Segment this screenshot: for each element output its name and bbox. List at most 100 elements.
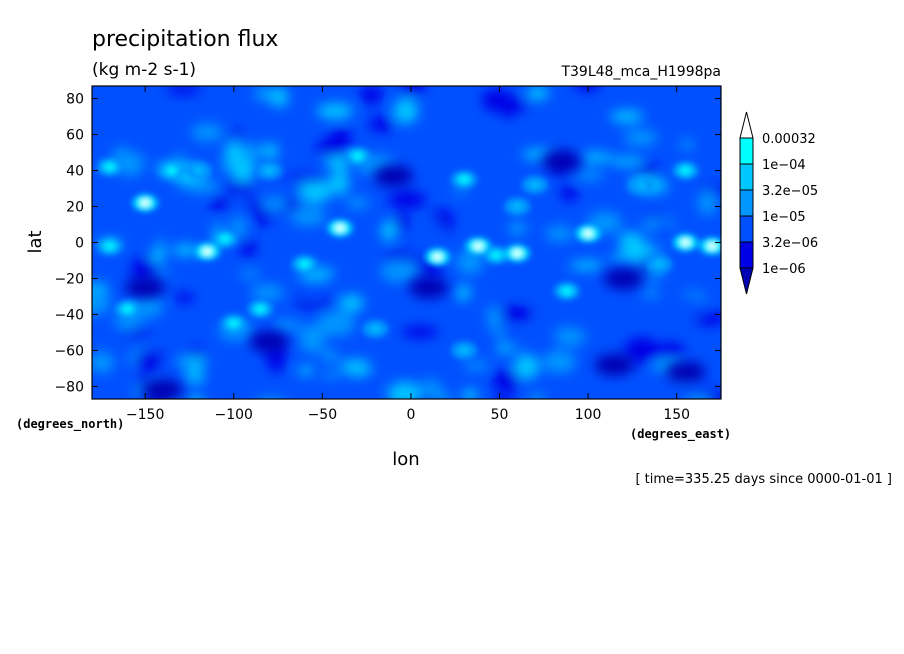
field-blob: [554, 327, 587, 346]
field-blob: [92, 289, 111, 315]
field-blob: [396, 371, 425, 387]
precip-hotspot: [451, 170, 478, 189]
precip-hotspot: [132, 193, 159, 212]
field-blob: [185, 179, 220, 194]
precip-hotspot: [699, 237, 721, 256]
field-blob: [690, 139, 709, 153]
y-axis-label: lat: [25, 230, 46, 253]
chart-title: precipitation flux: [92, 27, 278, 52]
precip-hotspot: [645, 255, 672, 274]
colorbar: 0.00032 1e−04 3.2e−05 1e−05 3.2e−06 1e−06: [739, 111, 818, 295]
field-blob: [383, 251, 414, 261]
precip-hotspot: [521, 175, 548, 194]
precip-hotspot: [211, 229, 238, 248]
field-blob: [316, 103, 354, 119]
field-blob: [114, 312, 142, 331]
dry-patch: [142, 379, 183, 399]
field-blob: [653, 221, 673, 240]
field-blob: [161, 143, 181, 152]
plot-area: [92, 86, 721, 399]
field-blob: [268, 89, 284, 104]
field-blob: [359, 86, 384, 104]
field-blob: [481, 88, 512, 112]
field-blob: [391, 214, 410, 231]
field-blob: [527, 86, 549, 100]
field-blob: [172, 244, 199, 256]
field-blob: [545, 226, 574, 242]
field-blob: [388, 190, 426, 209]
time-label: [ time=335.25 days since 0000-01-01 ]: [635, 472, 892, 487]
y-tick-label: 20: [66, 200, 84, 216]
dry-patch: [665, 361, 706, 384]
precip-hotspot: [220, 314, 247, 333]
field-blob: [513, 284, 547, 298]
y-tick-label: −80: [54, 379, 84, 395]
field-blob: [132, 293, 163, 319]
x-tick-label: 150: [663, 407, 690, 423]
field-blob: [339, 294, 364, 312]
x-tick-label: 50: [491, 407, 509, 423]
field-blob: [142, 140, 166, 164]
field-blob: [456, 284, 471, 301]
precip-hotspot: [628, 175, 655, 194]
precip-hotspot: [482, 246, 509, 265]
field-blob: [701, 254, 721, 278]
field-blob: [560, 184, 579, 202]
field-blob: [102, 383, 122, 399]
precip-hotspot: [194, 242, 221, 261]
field-blob: [299, 328, 326, 353]
field-blob: [575, 86, 600, 92]
field-blob: [298, 179, 332, 204]
precip-hotspot: [451, 341, 478, 360]
colorbar-swatch: [739, 163, 754, 191]
field-blob: [673, 295, 705, 317]
field-blob: [492, 369, 521, 392]
field-blob: [623, 129, 658, 146]
colorbar-swatch: [739, 215, 754, 243]
field-blob: [569, 260, 604, 271]
y-tick-label: 0: [75, 236, 84, 252]
field-blob: [440, 148, 478, 161]
precip-hotspot: [362, 319, 389, 338]
field-blob: [317, 311, 355, 337]
dry-patch: [249, 330, 290, 353]
colorbar-level-label: 3.2e−06: [762, 236, 818, 251]
dry-patch: [603, 267, 644, 290]
field-blob: [131, 257, 160, 281]
y-tick-label: −20: [54, 271, 84, 287]
field-blob: [190, 396, 201, 399]
colorbar-level-label: 1e−06: [762, 262, 806, 277]
field-blob: [641, 288, 661, 298]
field-blob: [693, 312, 721, 326]
field-blob: [400, 86, 425, 97]
field-blob: [698, 190, 717, 216]
colorbar-swatch: [739, 189, 754, 217]
field-blob: [239, 270, 261, 279]
x-tick-label: −150: [126, 407, 164, 423]
colorbar-extend-min: [739, 267, 754, 295]
field-blob: [368, 116, 395, 132]
field-blob: [574, 170, 604, 181]
precip-hotspot: [575, 224, 602, 243]
x-axis-units: (degrees_east): [630, 427, 731, 442]
field-blob: [166, 86, 202, 95]
precip-hotspot: [553, 282, 580, 301]
precip-hotspot: [96, 237, 123, 256]
precip-hotspot: [158, 161, 185, 180]
field-blob: [247, 197, 260, 210]
field-blob: [329, 169, 350, 195]
field-blob: [529, 265, 562, 287]
y-tick-label: −60: [54, 343, 84, 359]
field-blob: [295, 282, 331, 302]
colorbar-level-label: 0.00032: [762, 132, 816, 147]
precip-hotspot: [247, 300, 274, 319]
field-blob: [456, 249, 484, 275]
field-blob: [287, 174, 325, 184]
colorbar-swatch: [739, 241, 754, 269]
precip-hotspot: [291, 255, 318, 274]
field-blob: [401, 326, 439, 338]
field-blob: [177, 357, 209, 366]
precip-hotspot: [327, 219, 354, 238]
x-axis: −150 −100 −50 0 50 100 150: [126, 86, 690, 423]
